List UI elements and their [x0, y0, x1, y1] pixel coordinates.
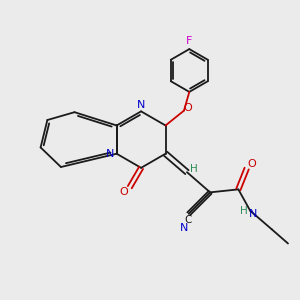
Text: O: O: [248, 159, 256, 170]
Text: N: N: [106, 149, 114, 159]
Text: N: N: [248, 209, 257, 219]
Text: C: C: [184, 215, 192, 225]
Text: H: H: [190, 164, 197, 174]
Text: F: F: [186, 36, 193, 46]
Text: N: N: [180, 223, 188, 233]
Text: N: N: [137, 100, 145, 110]
Text: O: O: [119, 187, 128, 196]
Text: O: O: [183, 103, 192, 112]
Text: H: H: [240, 206, 248, 216]
